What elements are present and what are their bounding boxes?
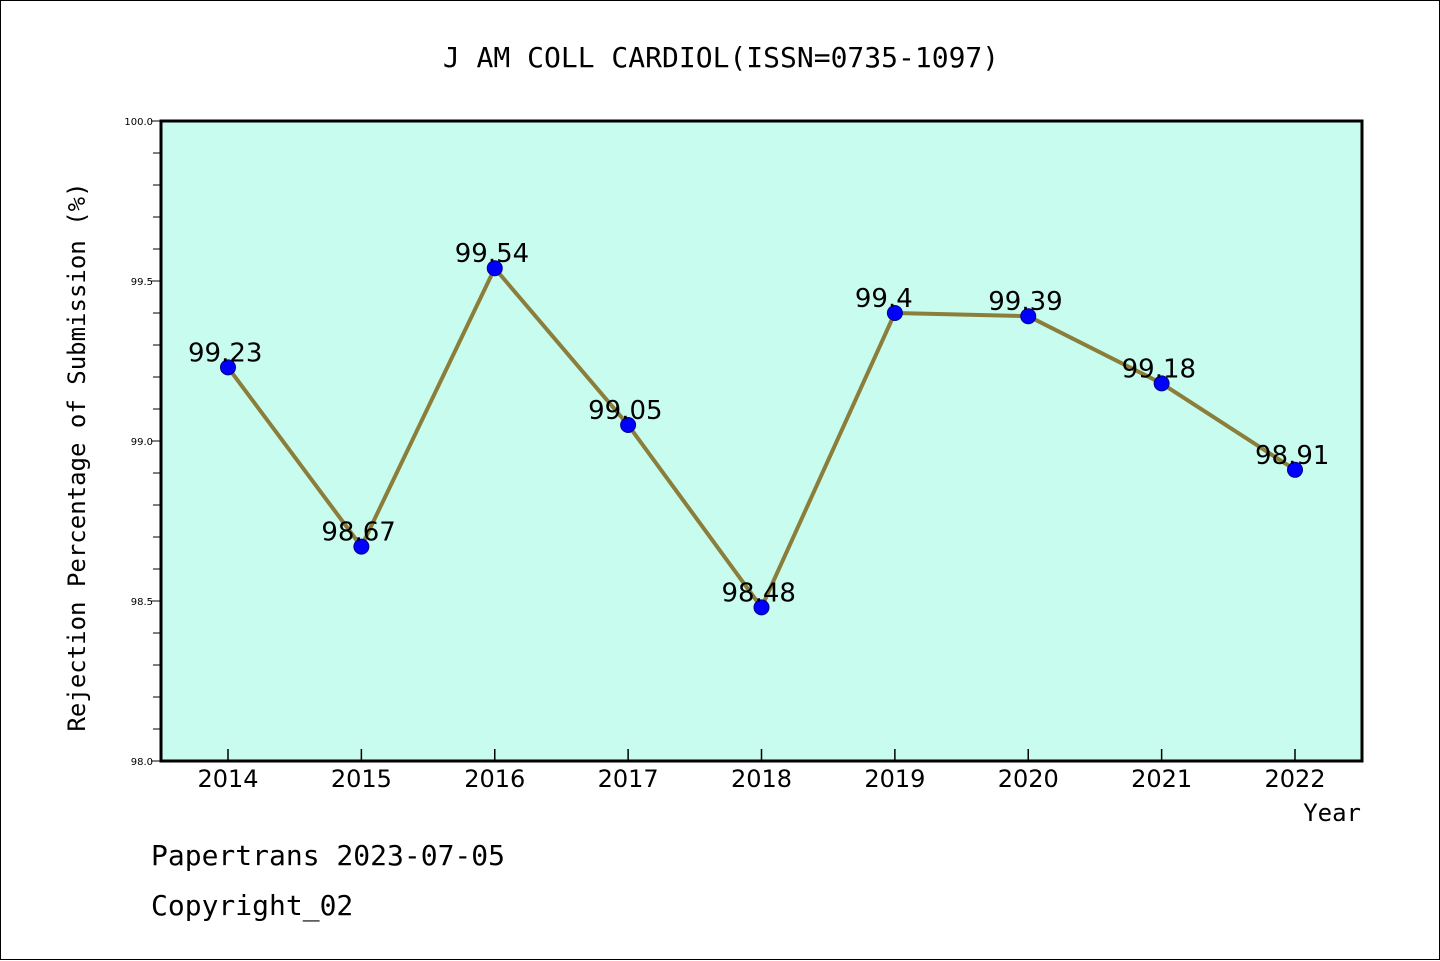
x-tick-label: 2020 <box>998 765 1059 793</box>
plot-area <box>161 121 1362 761</box>
y-axis-ticks: 98.0 98.5 99.0 99.5 100.0 <box>124 117 161 768</box>
data-label: 99.54 <box>455 239 529 269</box>
x-tick-label: 2016 <box>464 765 525 793</box>
y-tick-label: 99.5 <box>131 277 153 288</box>
data-label: 99.39 <box>988 287 1062 317</box>
x-tick-label: 2014 <box>197 765 258 793</box>
data-point <box>753 599 770 616</box>
data-point <box>486 260 503 277</box>
data-label: 98.48 <box>722 578 796 608</box>
y-tick-label: 99.0 <box>131 437 153 448</box>
x-tick-label: 2021 <box>1131 765 1192 793</box>
data-point <box>1153 375 1170 392</box>
x-tick-label: 2022 <box>1264 765 1325 793</box>
y-axis-label: Rejection Percentage of Submission (%) <box>63 182 91 731</box>
data-point <box>886 305 903 321</box>
x-tick-label: 2017 <box>598 765 659 793</box>
x-tick-label: 2015 <box>331 765 392 793</box>
data-point <box>1020 308 1037 325</box>
data-label: 99.05 <box>588 396 662 426</box>
x-axis-label: Year <box>1303 799 1361 827</box>
x-tick-label: 2019 <box>864 765 925 793</box>
y-tick-label: 98.0 <box>131 757 153 768</box>
series-markers <box>220 260 1303 616</box>
data-labels: 99.23 98.67 99.54 99.05 98.48 99.4 99.39 99.18 9… <box>188 239 1329 608</box>
data-point <box>620 417 637 433</box>
data-point <box>353 538 370 555</box>
plot-border <box>159 119 1364 763</box>
data-label: 99.4 <box>855 284 913 314</box>
data-label: 99.23 <box>188 338 262 368</box>
chart-title: J AM COLL CARDIOL(ISSN=0735-1097) <box>443 41 999 74</box>
x-tick-label: 2018 <box>731 765 792 793</box>
y-tick-label: 100.0 <box>124 117 153 128</box>
x-axis-ticks: 2014 2015 2016 2017 2018 2019 2020 2021 2022 <box>197 749 1326 793</box>
data-point <box>220 359 236 376</box>
footer-copyright: Copyright_02 <box>151 889 353 923</box>
data-label: 98.67 <box>321 518 395 548</box>
data-label: 99.18 <box>1122 354 1196 384</box>
data-label: 98.91 <box>1255 441 1329 471</box>
footer-date: Papertrans 2023-07-05 <box>151 839 505 872</box>
data-point <box>1287 461 1303 478</box>
y-tick-label: 98.5 <box>131 597 153 608</box>
